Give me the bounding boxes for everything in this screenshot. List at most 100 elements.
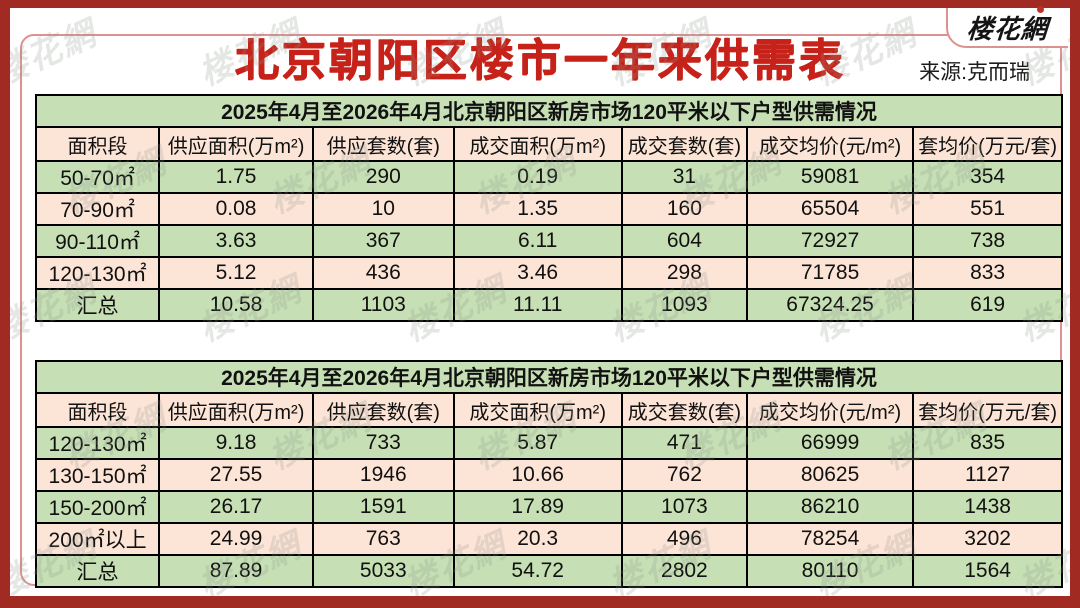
data-cell: 汇总 [34, 554, 161, 588]
data-cell: 27.55 [158, 458, 314, 492]
data-cell: 10 [312, 192, 455, 226]
data-cell: 367 [312, 224, 455, 258]
data-cell: 354 [912, 160, 1063, 194]
data-cell: 763 [312, 522, 455, 556]
data-cell: 3.63 [158, 224, 314, 258]
data-cell: 54.72 [452, 554, 623, 588]
column-header: 套均价(万元/套) [912, 392, 1063, 428]
data-cell: 5.87 [452, 426, 623, 460]
data-cell: 1.75 [158, 160, 314, 194]
data-cell: 1591 [312, 490, 455, 524]
logo-red-dot [1037, 6, 1044, 13]
column-header: 供应面积(万m²) [158, 392, 314, 428]
table-header-row: 面积段 供应面积(万m²) 供应套数(套) 成交面积(万m²) 成交套数(套) 成交均价(… [34, 126, 1063, 162]
data-cell: 619 [912, 288, 1063, 322]
data-cell: 200㎡以上 [34, 522, 161, 556]
column-header: 供应套数(套) [312, 126, 455, 162]
data-cell: 80625 [745, 458, 915, 492]
data-cell: 1.35 [452, 192, 623, 226]
data-cell: 80110 [745, 554, 915, 588]
table-row: 120-130㎡ 5.12 436 3.46 298 71785 833 [34, 256, 1063, 290]
table-row: 200㎡以上 24.99 763 20.3 496 78254 3202 [34, 522, 1063, 556]
data-source-label: 来源:克而瑞 [919, 61, 1030, 84]
page-title: 北京朝阳区楼市一年来供需表 [234, 36, 846, 85]
column-header: 供应套数(套) [312, 392, 455, 428]
data-cell: 6.11 [452, 224, 623, 258]
data-cell: 733 [312, 426, 455, 460]
data-cell: 20.3 [452, 522, 623, 556]
data-cell: 471 [620, 426, 748, 460]
data-cell: 10.58 [158, 288, 314, 322]
brand-logo-text: 楼花網 [966, 14, 1050, 45]
data-cell: 3.46 [452, 256, 623, 290]
data-cell: 1438 [912, 490, 1063, 524]
data-cell: 72927 [745, 224, 915, 258]
data-cell: 2802 [620, 554, 748, 588]
data-cell: 86210 [745, 490, 915, 524]
data-cell: 436 [312, 256, 455, 290]
supply-demand-table-over-120: 2025年4月至2026年4月北京朝阳区新房市场120平米以下户型供需情况 面积段… [34, 360, 1063, 588]
data-cell: 1564 [912, 554, 1063, 588]
data-cell: 5.12 [158, 256, 314, 290]
data-cell: 汇总 [34, 288, 161, 322]
data-cell: 120-130㎡ [34, 256, 161, 290]
data-cell: 150-200㎡ [34, 490, 161, 524]
data-cell: 67324.25 [745, 288, 915, 322]
data-cell: 762 [620, 458, 748, 492]
data-cell: 835 [912, 426, 1063, 460]
column-header: 成交均价(元/m²) [745, 126, 915, 162]
data-cell: 26.17 [158, 490, 314, 524]
data-cell: 130-150㎡ [34, 458, 161, 492]
data-cell: 1073 [620, 490, 748, 524]
table-row: 130-150㎡ 27.55 1946 10.66 762 80625 1127 [34, 458, 1063, 492]
data-cell: 604 [620, 224, 748, 258]
data-cell: 71785 [745, 256, 915, 290]
data-cell: 298 [620, 256, 748, 290]
table-row: 150-200㎡ 26.17 1591 17.89 1073 86210 1438 [34, 490, 1063, 524]
data-cell: 17.89 [452, 490, 623, 524]
data-cell: 66999 [745, 426, 915, 460]
column-header: 面积段 [34, 126, 161, 162]
data-cell: 24.99 [158, 522, 314, 556]
data-cell: 90-110㎡ [34, 224, 161, 258]
table-header-row: 面积段 供应面积(万m²) 供应套数(套) 成交面积(万m²) 成交套数(套) 成交均价(… [34, 392, 1063, 428]
table-caption-row: 2025年4月至2026年4月北京朝阳区新房市场120平米以下户型供需情况 [35, 360, 1063, 394]
data-cell: 160 [620, 192, 748, 226]
table-row: 120-130㎡ 9.18 733 5.87 471 66999 835 [34, 426, 1063, 460]
data-cell: 0.08 [158, 192, 314, 226]
data-cell: 59081 [745, 160, 915, 194]
table-row: 汇总 87.89 5033 54.72 2802 80110 1564 [34, 554, 1063, 588]
column-header: 面积段 [34, 392, 161, 428]
data-cell: 496 [620, 522, 748, 556]
data-cell: 5033 [312, 554, 455, 588]
data-cell: 10.66 [452, 458, 623, 492]
data-cell: 78254 [745, 522, 915, 556]
data-cell: 120-130㎡ [34, 426, 161, 460]
table-row: 90-110㎡ 3.63 367 6.11 604 72927 738 [34, 224, 1063, 258]
table-caption: 2025年4月至2026年4月北京朝阳区新房市场120平米以下户型供需情况 [35, 94, 1063, 128]
data-cell: 1946 [312, 458, 455, 492]
column-header: 成交面积(万m²) [452, 392, 623, 428]
table-row: 汇总 10.58 1103 11.11 1093 67324.25 619 [34, 288, 1063, 322]
data-cell: 290 [312, 160, 455, 194]
data-cell: 1093 [620, 288, 748, 322]
data-cell: 1103 [312, 288, 455, 322]
data-cell: 551 [912, 192, 1063, 226]
table-row: 50-70㎡ 1.75 290 0.19 31 59081 354 [34, 160, 1063, 194]
column-header: 成交均价(元/m²) [745, 392, 915, 428]
table-caption: 2025年4月至2026年4月北京朝阳区新房市场120平米以下户型供需情况 [35, 360, 1063, 394]
column-header: 套均价(万元/套) [912, 126, 1063, 162]
supply-demand-table-under-120: 2025年4月至2026年4月北京朝阳区新房市场120平米以下户型供需情况 面积段… [34, 94, 1063, 322]
column-header: 成交套数(套) [620, 126, 748, 162]
data-cell: 31 [620, 160, 748, 194]
data-cell: 0.19 [452, 160, 623, 194]
data-cell: 87.89 [158, 554, 314, 588]
table-row: 70-90㎡ 0.08 10 1.35 160 65504 551 [34, 192, 1063, 226]
column-header: 供应面积(万m²) [158, 126, 314, 162]
data-cell: 738 [912, 224, 1063, 258]
column-header: 成交套数(套) [620, 392, 748, 428]
data-cell: 3202 [912, 522, 1063, 556]
data-cell: 50-70㎡ [34, 160, 161, 194]
brand-logo: 楼花網 [946, 6, 1068, 48]
